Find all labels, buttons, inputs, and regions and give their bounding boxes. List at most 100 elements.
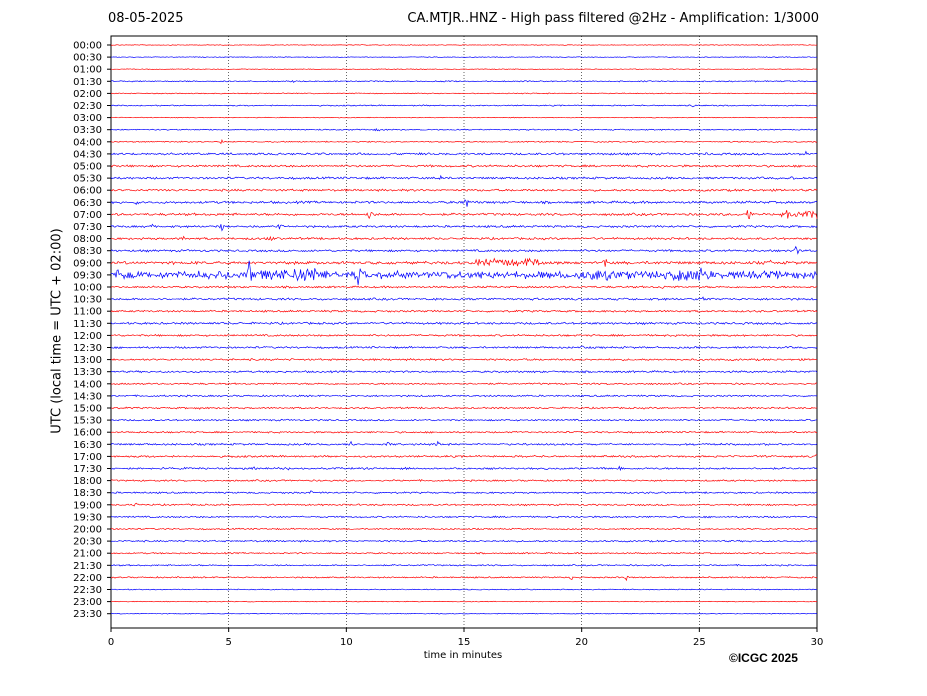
trace-row-2200 — [110, 575, 818, 582]
trace-row-1130 — [110, 321, 818, 326]
y-tick-label: 00:30 — [73, 53, 102, 64]
trace-row-0630 — [110, 199, 818, 207]
trace-row-2330 — [110, 612, 818, 615]
trace-row-2130 — [110, 564, 818, 567]
x-tick-label: 30 — [811, 637, 824, 648]
trace-row-0430 — [110, 150, 818, 156]
trace-row-1000 — [110, 285, 818, 289]
y-tick-label: 21:00 — [73, 549, 102, 560]
x-tick-label: 20 — [575, 637, 588, 648]
trace-row-0830 — [110, 245, 818, 255]
y-tick-label: 21:30 — [73, 561, 102, 572]
y-tick-label: 13:00 — [73, 355, 102, 366]
y-axis-label: UTC (local time = UTC + 02:00) — [49, 228, 65, 434]
y-tick-label: 16:30 — [73, 440, 102, 451]
trace-row-0230 — [110, 104, 818, 108]
trace-row-2000 — [110, 527, 818, 531]
x-tick-label: 5 — [225, 637, 231, 648]
trace-row-1600 — [110, 430, 818, 434]
trace-row-0600 — [110, 188, 818, 193]
y-tick-label: 01:00 — [73, 65, 102, 76]
y-tick-label: 06:30 — [73, 198, 102, 209]
y-tick-label: 15:00 — [73, 404, 102, 415]
y-tick-label: 16:00 — [73, 428, 102, 439]
trace-row-0200 — [111, 92, 818, 95]
trace-row-1030 — [110, 296, 818, 301]
trace-row-0930 — [110, 260, 818, 285]
y-tick-label: 05:00 — [73, 162, 102, 173]
y-tick-label: 18:30 — [73, 488, 102, 499]
trace-row-0030 — [110, 56, 818, 58]
x-tick-label: 10 — [340, 637, 353, 648]
y-tick-label: 13:30 — [73, 367, 102, 378]
y-tick-label: 10:00 — [73, 283, 102, 294]
y-tick-label: 19:00 — [73, 500, 102, 511]
trace-row-0900 — [110, 257, 818, 267]
trace-row-0530 — [110, 174, 818, 181]
y-tick-label: 02:30 — [73, 101, 102, 112]
trace-row-0400 — [110, 138, 818, 145]
y-tick-label: 10:30 — [73, 295, 102, 306]
trace-row-0000 — [110, 44, 818, 46]
trace-row-0700 — [110, 210, 818, 220]
y-tick-label: 09:30 — [73, 270, 102, 281]
copyright-label: ©ICGC 2025 — [729, 651, 798, 665]
trace-row-0130 — [110, 80, 818, 83]
trace-row-2230 — [110, 588, 818, 591]
y-tick-label: 17:30 — [73, 464, 102, 475]
y-tick-label: 07:30 — [73, 222, 102, 233]
y-tick-label: 03:30 — [73, 125, 102, 136]
y-tick-label: 05:30 — [73, 174, 102, 185]
x-axis-label: time in minutes — [423, 650, 503, 661]
date-label: 08-05-2025 — [108, 11, 184, 26]
trace-row-1230 — [110, 345, 818, 350]
trace-row-1300 — [110, 358, 818, 362]
y-tick-label: 17:00 — [73, 452, 102, 463]
trace-row-2300 — [111, 600, 818, 603]
y-tick-label: 12:30 — [73, 343, 102, 354]
y-tick-label: 08:00 — [73, 234, 102, 245]
trace-row-1730 — [110, 465, 818, 472]
y-tick-label: 15:30 — [73, 416, 102, 427]
x-tick-label: 0 — [108, 637, 114, 648]
trace-row-0300 — [110, 116, 818, 119]
y-tick-label: 14:00 — [73, 379, 102, 390]
y-tick-label: 08:30 — [73, 246, 102, 257]
trace-row-1200 — [110, 333, 818, 337]
trace-row-1930 — [110, 515, 818, 519]
y-tick-label: 19:30 — [73, 512, 102, 523]
y-tick-label: 11:30 — [73, 319, 102, 330]
trace-row-1630 — [110, 440, 818, 447]
trace-row-0500 — [110, 164, 818, 168]
y-tick-label: 18:00 — [73, 476, 102, 487]
y-tick-label: 04:00 — [73, 137, 102, 148]
x-tick-label: 25 — [693, 637, 706, 648]
y-tick-label: 09:00 — [73, 258, 102, 269]
trace-row-1900 — [110, 502, 818, 507]
trace-row-0800 — [110, 235, 818, 242]
trace-row-1700 — [110, 454, 818, 459]
y-tick-label: 11:00 — [73, 307, 102, 318]
trace-row-1400 — [110, 382, 818, 386]
trace-row-0730 — [110, 223, 818, 232]
trace-row-2100 — [110, 551, 818, 555]
y-tick-label: 00:00 — [73, 41, 102, 52]
y-tick-label: 22:30 — [73, 585, 102, 596]
y-tick-label: 22:00 — [73, 573, 102, 584]
chart-title: CA.MTJR..HNZ - High pass filtered @2Hz -… — [407, 11, 819, 26]
trace-row-1800 — [110, 479, 818, 483]
y-tick-label: 07:00 — [73, 210, 102, 221]
y-tick-label: 12:00 — [73, 331, 102, 342]
y-tick-label: 02:00 — [73, 89, 102, 100]
x-tick-label: 15 — [458, 637, 471, 648]
trace-row-2030 — [110, 539, 818, 543]
plot-frame — [110, 35, 818, 629]
y-tick-label: 03:00 — [73, 113, 102, 124]
y-tick-label: 20:30 — [73, 537, 102, 548]
y-tick-label: 06:00 — [73, 186, 102, 197]
trace-row-1100 — [110, 309, 818, 313]
trace-row-0100 — [110, 68, 818, 70]
trace-row-1430 — [110, 394, 818, 398]
trace-row-1500 — [110, 406, 818, 410]
